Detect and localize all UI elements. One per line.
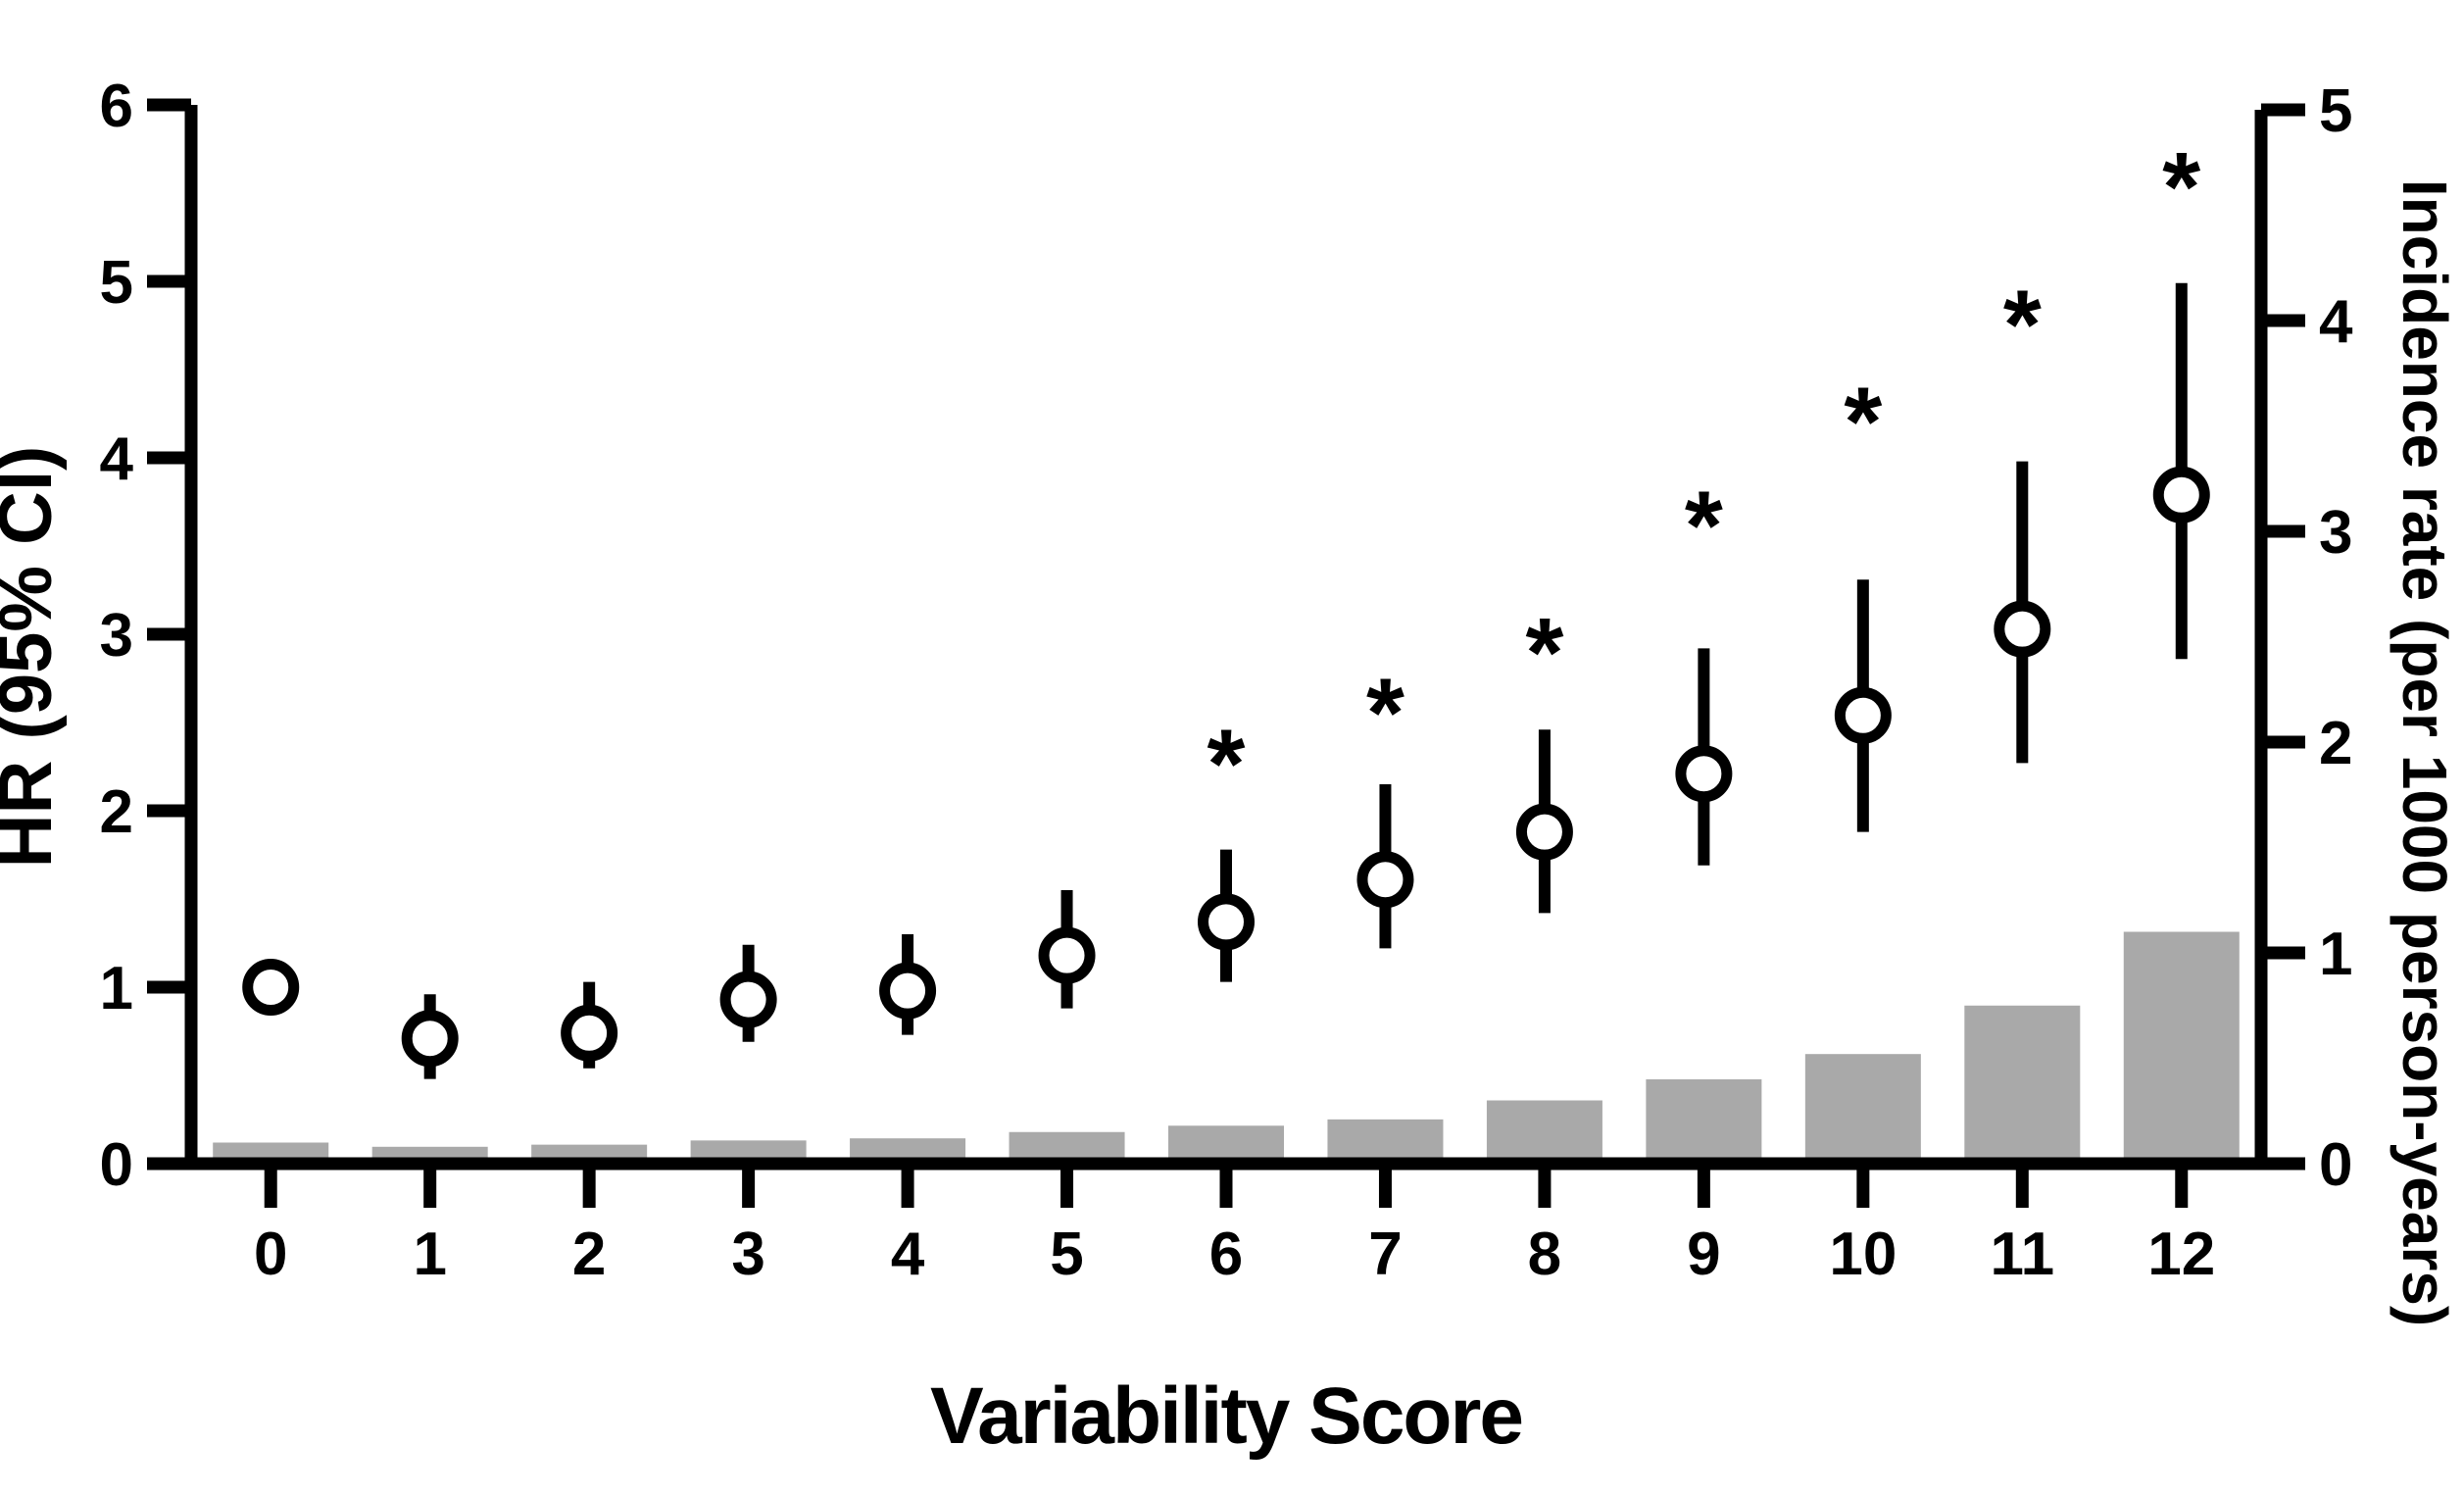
hr-point-group (242, 959, 300, 1016)
significance-asterisk: * (1366, 658, 1404, 768)
axes (147, 98, 2305, 1208)
significance-asterisk: * (2162, 132, 2200, 242)
hr-marker (1356, 851, 1414, 909)
x-tick-label: 9 (1687, 1221, 1720, 1288)
hr-marker (561, 1004, 618, 1062)
hr-marker (1834, 686, 1892, 744)
hr-point-group: * (1356, 658, 1414, 949)
right-tick-label: 3 (2319, 499, 2352, 567)
right-tick-label: 2 (2319, 710, 2352, 777)
hr-point-group: * (1675, 472, 1733, 866)
hr-marker (242, 959, 300, 1016)
significance-asterisk: * (1844, 367, 1882, 476)
right-tick-label: 1 (2319, 921, 2352, 988)
incidence-bar (1646, 1079, 1762, 1171)
hr-marker (1198, 893, 1255, 951)
x-tick-label: 12 (2147, 1221, 2215, 1288)
x-tick-label: 1 (413, 1221, 446, 1288)
hr-marker (719, 971, 777, 1028)
right-tick-label: 5 (2319, 77, 2352, 145)
hr-marker (879, 962, 937, 1020)
hr-marker (2152, 466, 2210, 523)
hr-point-group: * (1834, 367, 1892, 832)
right-tick-label: 4 (2319, 288, 2353, 356)
hr-marker (1675, 745, 1733, 803)
left-tick-label: 1 (100, 955, 133, 1022)
left-tick-label: 6 (100, 73, 133, 140)
incidence-bar (2123, 931, 2240, 1171)
hr-marker (1038, 926, 1096, 984)
significance-asterisk: * (1525, 598, 1563, 708)
hr-point-group (719, 944, 777, 1042)
left-tick-label: 2 (100, 778, 133, 846)
x-tick-label: 2 (572, 1221, 606, 1288)
left-tick-label: 0 (100, 1131, 133, 1199)
x-tick-label: 6 (1209, 1221, 1243, 1288)
significance-asterisk: * (1685, 472, 1723, 581)
x-tick-label: 0 (254, 1221, 287, 1288)
hr-point-group (561, 981, 618, 1069)
hr-ci-series: * * * * * * * (242, 132, 2210, 1079)
x-tick-label: 10 (1829, 1221, 1897, 1288)
left-tick-label: 3 (100, 602, 133, 670)
x-tick-label: 11 (1991, 1221, 2055, 1288)
hr-point-group: * (1515, 598, 1573, 914)
x-tick-label: 4 (891, 1221, 925, 1288)
hr-point-group: * (1198, 710, 1255, 982)
hr-point-group (879, 934, 937, 1035)
incidence-bar (1804, 1054, 1921, 1171)
incidence-bar (1964, 1005, 2081, 1171)
x-tick-label: 7 (1368, 1221, 1402, 1288)
hr-marker (401, 1010, 459, 1068)
right-tick-label: 0 (2319, 1131, 2352, 1199)
hr-point-group: * (2152, 132, 2210, 660)
left-tick-label: 4 (100, 425, 134, 493)
hr-marker (1515, 803, 1573, 861)
x-tick-label: 3 (731, 1221, 764, 1288)
left-axis-title: HR (95% CI) (0, 446, 68, 869)
hr-point-group (1038, 890, 1096, 1009)
significance-asterisk: * (2003, 270, 2042, 379)
significance-asterisk: * (1207, 710, 1246, 820)
hr-point-group (401, 994, 459, 1079)
left-tick-label: 5 (100, 249, 133, 317)
x-tick-label: 5 (1050, 1221, 1083, 1288)
hr-marker (1994, 600, 2051, 658)
x-tick-label: 8 (1528, 1221, 1561, 1288)
right-axis-title: Incidence rate (per 1000 person-years) (2390, 179, 2460, 1326)
hr-point-group: * (1994, 270, 2051, 764)
x-axis-title: Variability Score (930, 1371, 1522, 1461)
